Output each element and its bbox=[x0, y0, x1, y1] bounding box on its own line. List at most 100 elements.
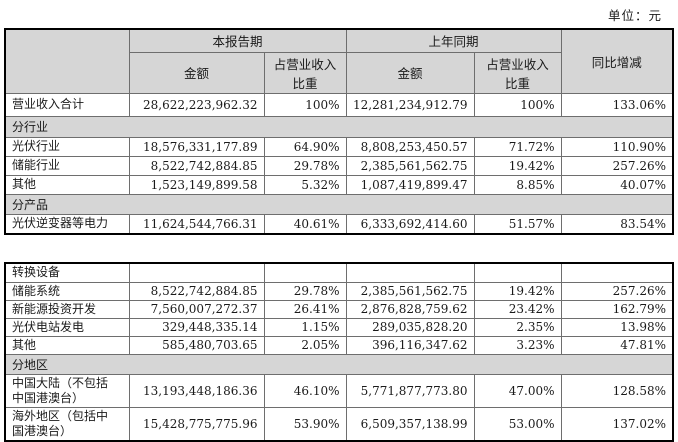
current-amount-header: 金额 bbox=[128, 51, 265, 94]
current-pct-cell bbox=[263, 262, 347, 283]
row-label: 光伏电站发电 bbox=[4, 317, 130, 337]
prior-period-header: 上年同期 bbox=[345, 28, 562, 53]
current-amount-cell: 18,576,331,177.89 bbox=[128, 136, 265, 157]
current-amount-cell: 1,523,149,899.58 bbox=[128, 174, 265, 195]
prior-pct-cell: 47.00% bbox=[473, 373, 562, 408]
prior-pct-cell: 19.42% bbox=[473, 155, 562, 176]
yoy-cell: 162.79% bbox=[560, 299, 674, 319]
prior-amount-cell: 2,385,561,562.75 bbox=[345, 281, 475, 301]
prior-amount-cell: 396,116,347.62 bbox=[345, 335, 475, 355]
prior-amount-cell: 1,087,419,899.47 bbox=[345, 174, 475, 195]
current-period-header: 本报告期 bbox=[128, 28, 347, 53]
prior-pct-cell bbox=[473, 262, 562, 283]
yoy-cell: 133.06% bbox=[560, 92, 674, 117]
table-row-pv-inverters: 光伏逆变器等电力 11,624,544,766.31 40.61% 6,333,… bbox=[4, 213, 674, 235]
prior-amount-cell: 6,333,692,414.60 bbox=[345, 213, 475, 235]
current-pct-cell: 2.05% bbox=[263, 335, 347, 355]
prior-amount-cell: 2,876,828,759.62 bbox=[345, 299, 475, 319]
yoy-cell: 137.02% bbox=[560, 406, 674, 441]
current-amount-cell: 8,522,742,884.85 bbox=[128, 155, 265, 176]
prior-amount-cell: 5,771,877,773.80 bbox=[345, 373, 475, 408]
current-pct-cell: 40.61% bbox=[263, 213, 347, 235]
yoy-cell: 110.90% bbox=[560, 136, 674, 157]
corner-cell bbox=[4, 28, 130, 94]
table-row-pv-power-generation: 光伏电站发电 329,448,335.14 1.15% 289,035,828.… bbox=[4, 317, 674, 337]
current-pct-cell: 100% bbox=[263, 92, 347, 117]
unit-label: 单位：元 bbox=[607, 8, 662, 23]
prior-pct-cell: 2.35% bbox=[473, 317, 562, 337]
section-label: 分地区 bbox=[4, 353, 674, 375]
yoy-cell: 257.26% bbox=[560, 155, 674, 176]
prior-pct-cell: 71.72% bbox=[473, 136, 562, 157]
current-pct-cell: 46.10% bbox=[263, 373, 347, 408]
prior-pct-cell: 8.85% bbox=[473, 174, 562, 195]
section-row-by-industry: 分行业 bbox=[4, 115, 674, 138]
section-label: 分行业 bbox=[4, 115, 674, 138]
header-row-periods: 本报告期 上年同期 同比增减 bbox=[4, 28, 674, 94]
prior-amount-cell: 12,281,234,912.79 bbox=[345, 92, 475, 117]
current-pct-header: 占营业收入 比重 bbox=[263, 51, 347, 94]
row-label: 中国大陆（不包括 中国港澳台） bbox=[4, 373, 130, 408]
row-label: 光伏行业 bbox=[4, 136, 130, 157]
yoy-cell: 128.58% bbox=[560, 373, 674, 408]
current-amount-cell: 329,448,335.14 bbox=[128, 317, 265, 337]
current-pct-cell: 5.32% bbox=[263, 174, 347, 195]
prior-amount-header: 金额 bbox=[345, 51, 475, 94]
current-amount-cell: 28,622,223,962.32 bbox=[128, 92, 265, 117]
prior-pct-cell: 51.57% bbox=[473, 213, 562, 235]
yoy-cell: 83.54% bbox=[560, 213, 674, 235]
yoy-header: 同比增减 bbox=[560, 28, 674, 94]
table-row-overseas: 海外地区（包括中 国港澳台） 15,428,775,775.96 53.90% … bbox=[4, 406, 674, 441]
prior-amount-cell bbox=[345, 262, 475, 283]
row-label: 其他 bbox=[4, 335, 130, 355]
yoy-cell bbox=[560, 262, 674, 283]
current-amount-cell: 7,560,007,272.37 bbox=[128, 299, 265, 319]
yoy-cell: 13.98% bbox=[560, 317, 674, 337]
prior-pct-cell: 3.23% bbox=[473, 335, 562, 355]
prior-amount-cell: 6,509,357,138.99 bbox=[345, 406, 475, 441]
table-row-conversion-equipment-cont: 转换设备 bbox=[4, 262, 674, 283]
section-row-by-product: 分产品 bbox=[4, 193, 674, 215]
prior-pct-cell: 53.00% bbox=[473, 406, 562, 441]
current-amount-cell: 13,193,448,186.36 bbox=[128, 373, 265, 408]
row-label: 营业收入合计 bbox=[4, 92, 130, 117]
revenue-table-part1: 本报告期 上年同期 同比增减 金额 占营业收入 比重 金额 占营业收入 比重 营… bbox=[4, 28, 675, 235]
table-row-other-product: 其他 585,480,703.65 2.05% 396,116,347.62 3… bbox=[4, 335, 674, 355]
header-row-measures: 金额 占营业收入 比重 金额 占营业收入 比重 bbox=[5, 51, 673, 94]
prior-amount-cell: 289,035,828.20 bbox=[345, 317, 475, 337]
row-label: 光伏逆变器等电力 bbox=[4, 213, 130, 235]
yoy-cell: 47.81% bbox=[560, 335, 674, 355]
current-amount-cell: 8,522,742,884.85 bbox=[128, 281, 265, 301]
current-pct-cell: 26.41% bbox=[263, 299, 347, 319]
table-row-pv-industry: 光伏行业 18,576,331,177.89 64.90% 8,808,253,… bbox=[4, 136, 674, 157]
table-row-total-revenue: 营业收入合计 28,622,223,962.32 100% 12,281,234… bbox=[4, 92, 674, 117]
section-label: 分产品 bbox=[4, 193, 674, 215]
prior-pct-cell: 100% bbox=[473, 92, 562, 117]
current-pct-cell: 53.90% bbox=[263, 406, 347, 441]
prior-amount-cell: 8,808,253,450.57 bbox=[345, 136, 475, 157]
row-label: 转换设备 bbox=[4, 262, 130, 283]
current-amount-cell bbox=[128, 262, 265, 283]
row-label: 储能系统 bbox=[4, 281, 130, 301]
table-row-storage-systems: 储能系统 8,522,742,884.85 29.78% 2,385,561,5… bbox=[4, 281, 674, 301]
current-pct-cell: 29.78% bbox=[263, 155, 347, 176]
table-row-new-energy-investment: 新能源投资开发 7,560,007,272.37 26.41% 2,876,82… bbox=[4, 299, 674, 319]
table-row-mainland-china: 中国大陆（不包括 中国港澳台） 13,193,448,186.36 46.10%… bbox=[4, 373, 674, 408]
section-row-by-region: 分地区 bbox=[4, 353, 674, 375]
current-pct-cell: 29.78% bbox=[263, 281, 347, 301]
prior-amount-cell: 2,385,561,562.75 bbox=[345, 155, 475, 176]
table-row-storage-industry: 储能行业 8,522,742,884.85 29.78% 2,385,561,5… bbox=[4, 155, 674, 176]
row-label: 海外地区（包括中 国港澳台） bbox=[4, 406, 130, 441]
prior-pct-header: 占营业收入 比重 bbox=[473, 51, 562, 94]
row-label: 新能源投资开发 bbox=[4, 299, 130, 319]
current-pct-cell: 1.15% bbox=[263, 317, 347, 337]
row-label: 其他 bbox=[4, 174, 130, 195]
table-row-other-industry: 其他 1,523,149,899.58 5.32% 1,087,419,899.… bbox=[4, 174, 674, 195]
yoy-cell: 40.07% bbox=[560, 174, 674, 195]
prior-pct-cell: 23.42% bbox=[473, 299, 562, 319]
current-amount-cell: 585,480,703.65 bbox=[128, 335, 265, 355]
current-amount-cell: 11,624,544,766.31 bbox=[128, 213, 265, 235]
current-amount-cell: 15,428,775,775.96 bbox=[128, 406, 265, 441]
row-label: 储能行业 bbox=[4, 155, 130, 176]
revenue-table-part2: 转换设备 储能系统 8,522,742,884.85 29.78% 2,385,… bbox=[4, 262, 674, 442]
